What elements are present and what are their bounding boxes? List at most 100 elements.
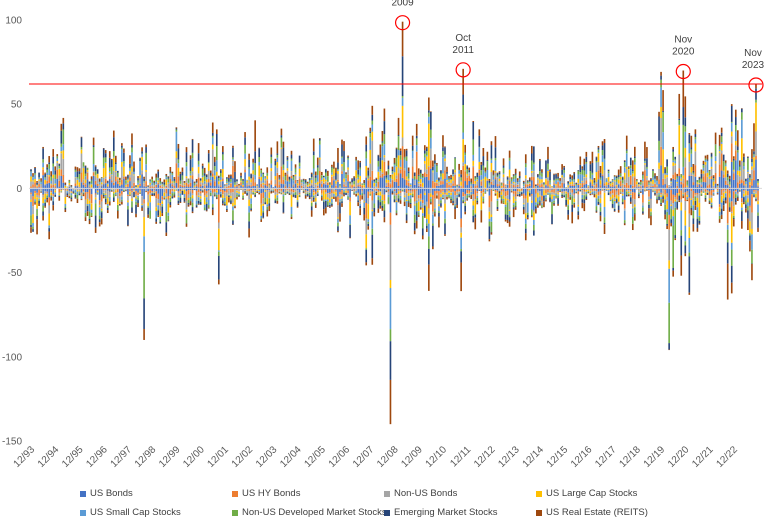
bar-segment bbox=[559, 191, 561, 193]
bar-segment bbox=[183, 185, 186, 188]
bar-segment bbox=[524, 184, 527, 188]
bar-segment bbox=[401, 21, 404, 57]
bar-segment bbox=[482, 189, 485, 193]
bar-segment bbox=[434, 210, 436, 213]
bar-segment bbox=[316, 174, 319, 182]
bar-segment bbox=[417, 211, 420, 213]
bar-segment bbox=[409, 184, 412, 186]
bar-segment bbox=[446, 173, 448, 175]
bar-segment bbox=[365, 234, 368, 249]
bar-segment bbox=[638, 185, 640, 187]
bar-segment bbox=[347, 169, 349, 175]
bar-segment bbox=[464, 203, 466, 205]
bar-segment bbox=[117, 192, 119, 199]
bar-segment bbox=[339, 201, 341, 203]
bar-segment bbox=[470, 184, 473, 186]
bar-segment bbox=[179, 189, 182, 192]
bar-segment bbox=[145, 171, 147, 182]
bar-segment bbox=[442, 197, 444, 200]
bar-segment bbox=[674, 165, 677, 173]
bar-segment bbox=[460, 181, 462, 186]
bar-segment bbox=[167, 176, 170, 178]
bar-segment bbox=[514, 207, 517, 210]
bar-segment bbox=[50, 188, 53, 191]
bar-segment bbox=[286, 168, 289, 171]
bar-segment bbox=[292, 193, 295, 195]
bar-segment bbox=[266, 209, 269, 211]
bar-segment bbox=[266, 188, 269, 190]
bar-segment bbox=[84, 176, 87, 180]
bar-segment bbox=[339, 202, 341, 214]
bar-segment bbox=[320, 196, 323, 198]
bar-segment bbox=[131, 171, 133, 187]
bar-segment bbox=[629, 190, 632, 195]
bar-segment bbox=[365, 177, 368, 179]
bar-segment bbox=[399, 169, 402, 170]
bar-segment bbox=[531, 180, 533, 189]
bar-segment bbox=[656, 193, 658, 196]
bar-segment bbox=[284, 184, 287, 187]
bar-segment bbox=[52, 201, 55, 206]
bar-segment bbox=[357, 200, 359, 203]
bar-segment bbox=[264, 183, 267, 186]
bar-segment bbox=[423, 153, 426, 158]
bar-segment bbox=[698, 220, 701, 224]
bar-segment bbox=[706, 188, 709, 191]
bar-segment bbox=[644, 141, 646, 159]
bar-segment bbox=[537, 179, 539, 184]
bar-segment bbox=[482, 165, 485, 171]
bar-segment bbox=[250, 190, 252, 191]
bar-segment bbox=[187, 188, 190, 191]
bar-segment bbox=[147, 188, 149, 192]
bar-segment bbox=[363, 194, 366, 202]
bar-segment bbox=[533, 230, 535, 236]
bar-segment bbox=[248, 153, 250, 160]
bar-segment bbox=[193, 189, 196, 191]
bar-segment bbox=[294, 189, 297, 192]
bar-segment bbox=[244, 137, 246, 145]
bar-segment bbox=[234, 185, 236, 187]
bar-segment bbox=[472, 121, 475, 140]
bar-segment bbox=[603, 192, 606, 207]
bar-segment bbox=[662, 112, 664, 133]
bar-segment bbox=[250, 178, 252, 180]
bar-segment bbox=[405, 193, 408, 200]
bar-segment bbox=[660, 197, 662, 200]
bar-segment bbox=[318, 183, 321, 189]
bar-segment bbox=[96, 169, 99, 174]
bar-segment bbox=[720, 195, 723, 203]
bar-segment bbox=[312, 190, 315, 193]
bar-segment bbox=[718, 188, 721, 205]
bar-segment bbox=[108, 176, 111, 179]
bar-segment bbox=[462, 202, 464, 204]
bar-segment bbox=[631, 160, 634, 170]
bar-segment bbox=[583, 175, 586, 178]
bar-segment bbox=[157, 178, 160, 181]
bar-segment bbox=[670, 189, 672, 201]
bar-segment bbox=[228, 190, 230, 195]
bar-segment bbox=[201, 177, 204, 183]
bar-segment bbox=[522, 188, 525, 194]
bar-segment bbox=[666, 196, 668, 201]
bar-segment bbox=[72, 189, 75, 191]
bar-segment bbox=[722, 161, 725, 171]
bar-segment bbox=[631, 207, 634, 209]
bar-segment bbox=[464, 181, 466, 189]
bar-segment bbox=[617, 201, 620, 205]
bar-segment bbox=[98, 187, 101, 188]
bar-segment bbox=[46, 188, 48, 192]
bar-segment bbox=[337, 226, 339, 231]
bar-segment bbox=[327, 193, 329, 198]
bar-segment bbox=[375, 187, 378, 189]
bar-segment bbox=[236, 190, 238, 191]
bar-segment bbox=[611, 194, 614, 199]
bar-segment bbox=[173, 182, 176, 184]
bar-segment bbox=[224, 205, 226, 206]
bar-segment bbox=[690, 191, 693, 199]
bar-segment bbox=[323, 199, 325, 201]
bar-segment bbox=[448, 194, 450, 198]
bar-segment bbox=[226, 210, 228, 212]
bar-segment bbox=[694, 205, 697, 210]
bar-segment bbox=[167, 195, 170, 200]
bar-segment bbox=[282, 141, 285, 148]
